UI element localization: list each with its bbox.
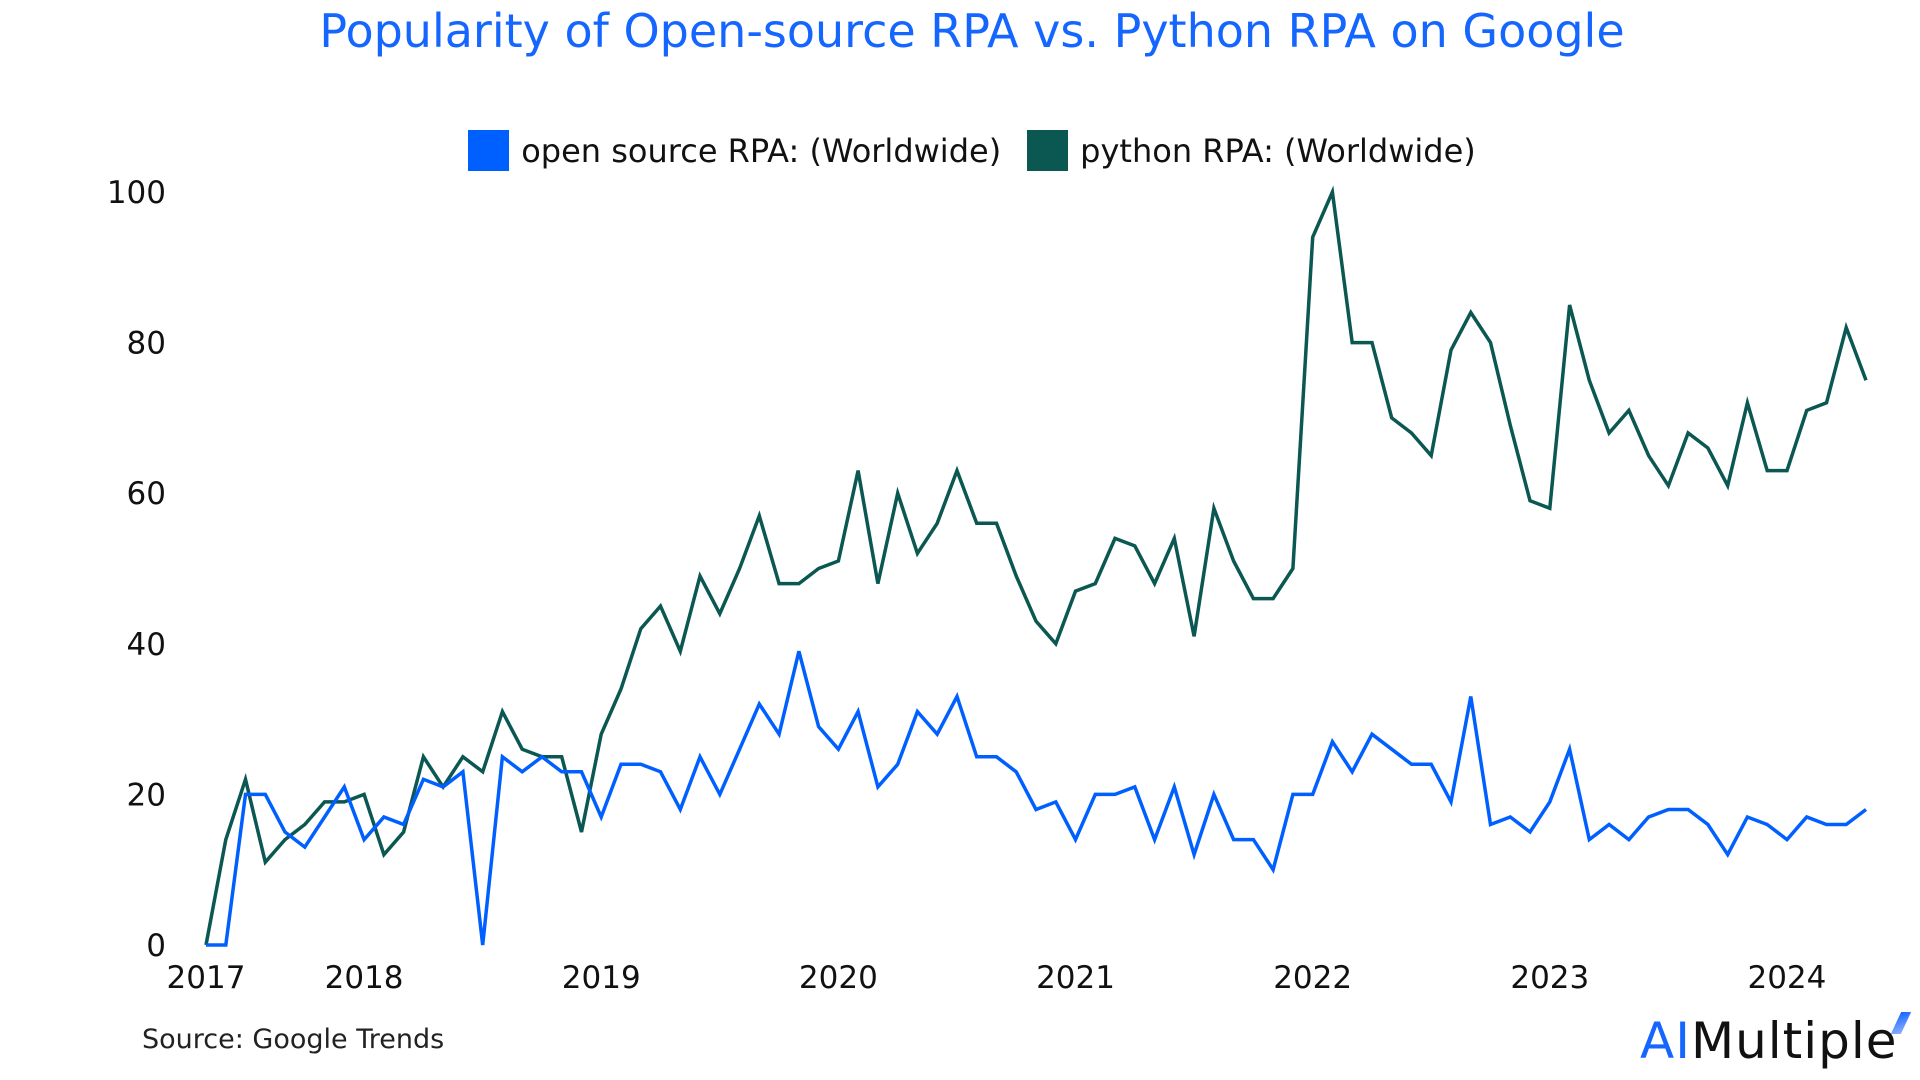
- series-python: [204, 185, 1868, 946]
- y-tick-label: 60: [127, 476, 166, 512]
- legend-swatch-python: [1027, 130, 1069, 171]
- legend-item-python: python RPA: (Worldwide): [1027, 130, 1476, 171]
- legend: open source RPA: (Worldwide) python RPA:…: [0, 130, 1920, 171]
- x-tick-label: 2019: [562, 960, 641, 996]
- series-open-source: [205, 650, 1868, 947]
- series-line: [206, 650, 1868, 947]
- x-tick-label: 2017: [167, 960, 246, 996]
- legend-swatch-open-source: [468, 130, 510, 171]
- y-tick-label: 0: [146, 928, 166, 964]
- y-tick-label: 20: [127, 777, 166, 813]
- legend-item-open-source: open source RPA: (Worldwide): [468, 130, 1001, 171]
- x-tick-label: 2021: [1036, 960, 1115, 996]
- y-tick-label: 40: [127, 627, 166, 663]
- y-tick-label: 100: [107, 175, 166, 211]
- x-tick-label: 2018: [325, 960, 404, 996]
- source-note: Source: Google Trends: [142, 1024, 445, 1055]
- x-tick-label: 2024: [1747, 960, 1826, 996]
- x-tick-label: 2020: [799, 960, 878, 996]
- legend-label-python: python RPA: (Worldwide): [1080, 131, 1476, 170]
- aimultiple-logo: AIMultiple: [1640, 1012, 1898, 1070]
- x-tick-label: 2023: [1510, 960, 1589, 996]
- y-tick-label: 80: [127, 326, 166, 362]
- logo-multiple: Multiple: [1690, 1012, 1898, 1070]
- logo-ai: AI: [1640, 1012, 1691, 1070]
- x-tick-label: 2022: [1273, 960, 1352, 996]
- legend-label-open-source: open source RPA: (Worldwide): [521, 131, 1002, 170]
- chart-title: Popularity of Open-source RPA vs. Python…: [319, 4, 1625, 58]
